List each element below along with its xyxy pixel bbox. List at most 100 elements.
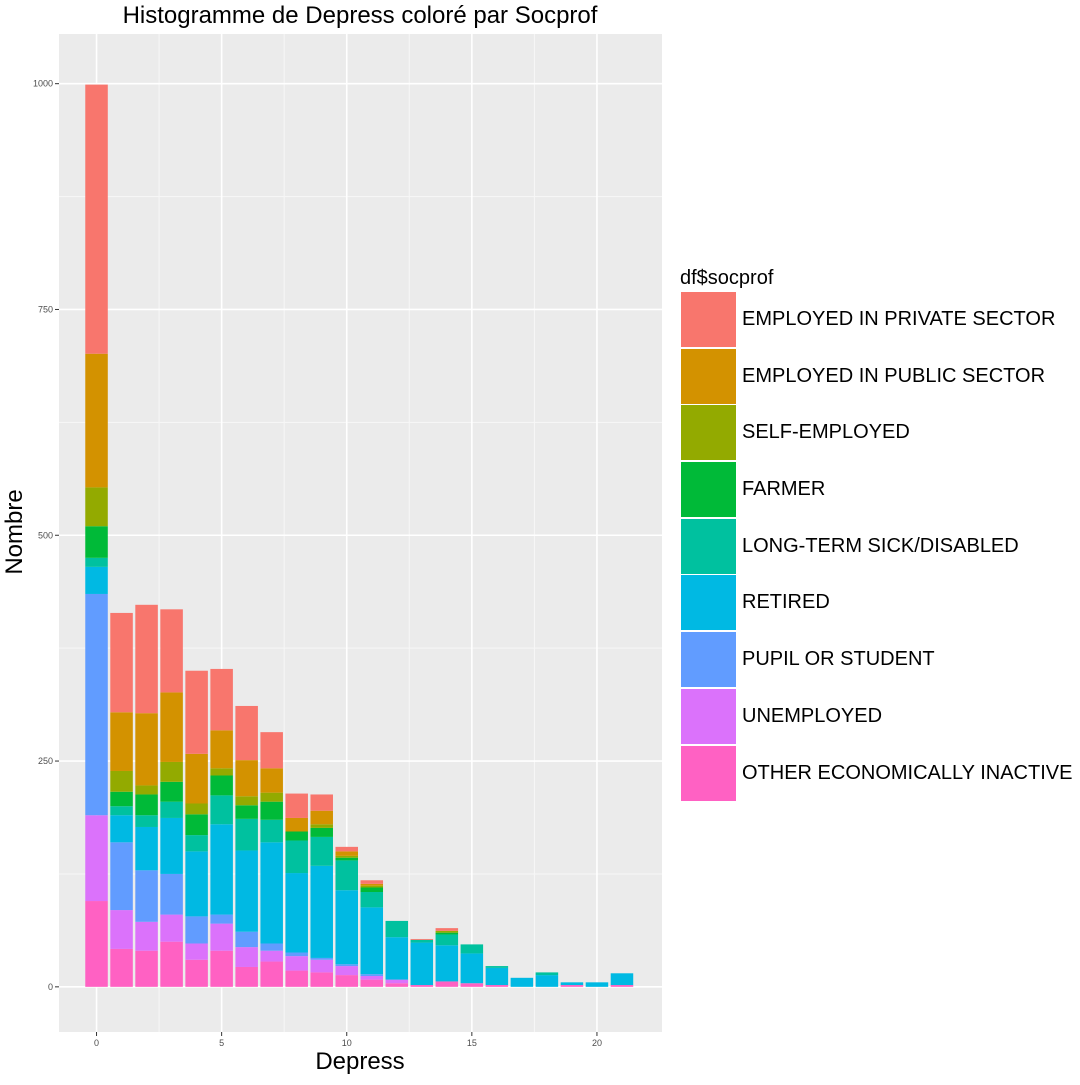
legend-item: SELF-EMPLOYED — [680, 405, 1076, 462]
legend-label: RETIRED — [742, 591, 830, 614]
bar-segment — [435, 930, 459, 933]
bar-segment — [185, 814, 208, 836]
bar-segment — [185, 753, 208, 804]
bar-segment — [335, 851, 358, 856]
legend-swatch — [681, 518, 736, 574]
bar-segment — [85, 566, 108, 594]
bar-segment — [360, 892, 384, 908]
bar-segment — [260, 961, 283, 987]
bar-segment — [435, 932, 459, 935]
bar-segment — [260, 732, 283, 769]
legend-item: OTHER ECONOMICALLY INACTIVE — [680, 745, 1076, 803]
bar-segment — [260, 819, 283, 843]
x-tick-label: 10 — [342, 1038, 352, 1048]
bar-segment — [110, 842, 133, 911]
bar-segment — [85, 353, 108, 488]
bar-segment — [135, 794, 158, 816]
bar-segment — [485, 966, 509, 968]
bar-segment — [360, 887, 384, 893]
bar-segment — [360, 976, 384, 980]
bar-segment — [110, 712, 133, 771]
bar-segment — [285, 873, 308, 953]
bar-segment — [185, 959, 208, 987]
bar-segment — [185, 803, 208, 815]
bar-segment — [435, 981, 459, 987]
bar-segment — [410, 938, 434, 940]
bar-segment — [285, 831, 308, 841]
bar-segment — [310, 865, 333, 958]
bar-segment — [260, 950, 283, 962]
legend-items: EMPLOYED IN PRIVATE SECTOR EMPLOYED IN PU… — [680, 292, 1076, 802]
bar-segment — [310, 836, 333, 866]
legend-item: UNEMPLOYED — [680, 688, 1076, 746]
bar-segment — [310, 957, 333, 960]
legend-label: EMPLOYED IN PUBLIC SECTOR — [742, 364, 1046, 387]
legend-item: EMPLOYED IN PRIVATE SECTOR — [680, 292, 1076, 349]
bar-segment — [260, 801, 283, 820]
bar-segment — [85, 901, 108, 987]
bar-segment — [160, 692, 183, 762]
bar-segment — [235, 818, 258, 851]
bar-segment — [385, 983, 409, 987]
bar-segment — [85, 84, 108, 354]
legend-swatch — [681, 745, 736, 801]
legend-label: LONG-TERM SICK/DISABLED — [742, 534, 1019, 557]
bar-segment — [210, 730, 233, 769]
bar-segment — [135, 785, 158, 795]
bar-segment — [160, 609, 183, 693]
bar-segment — [85, 815, 108, 902]
legend-label: SELF-EMPLOYED — [742, 421, 910, 444]
bar-segment — [310, 972, 333, 987]
bar-segment — [235, 966, 258, 987]
bar-segment — [135, 870, 158, 922]
bar-segment — [135, 604, 158, 714]
bar-segment — [210, 824, 233, 915]
legend-label: OTHER ECONOMICALLY INACTIVE — [742, 761, 1073, 784]
bar-segment — [160, 761, 183, 782]
bar-segment — [110, 791, 133, 807]
bar-segment — [185, 835, 208, 852]
bar-segment — [185, 851, 208, 917]
legend-item: EMPLOYED IN PUBLIC SECTOR — [680, 348, 1076, 406]
chart-title: Histogramme de Depress coloré par Socpro… — [123, 2, 598, 29]
y-tick-label: 750 — [38, 304, 53, 314]
legend: df$socprof EMPLOYED IN PRIVATE SECTOR EMP… — [680, 264, 1076, 802]
y-tick-label: 500 — [38, 530, 53, 540]
legend-swatch — [681, 348, 736, 404]
legend-swatch — [681, 405, 736, 461]
bar-segment — [360, 883, 384, 886]
bar-segment — [385, 937, 409, 980]
legend-swatch — [681, 688, 736, 744]
bar-segment — [110, 948, 133, 987]
bar-segment — [160, 914, 183, 942]
bar-segment — [235, 947, 258, 967]
x-tick-label: 15 — [467, 1038, 477, 1048]
bar-segment — [260, 768, 283, 793]
bar-segment — [110, 806, 133, 816]
bar-segment — [585, 982, 609, 987]
y-tick-label: 1000 — [33, 79, 53, 89]
bar-segment — [135, 826, 158, 871]
bar-segment — [235, 796, 258, 806]
y-tick-label: 0 — [48, 982, 53, 992]
bar-segment — [460, 983, 484, 987]
bar-segment — [210, 923, 233, 951]
bar-segment — [460, 953, 484, 984]
bar-segment — [335, 964, 358, 967]
legend-label: EMPLOYED IN PRIVATE SECTOR — [742, 308, 1056, 330]
bar-segment — [110, 612, 133, 713]
legend-item: LONG-TERM SICK/DISABLED — [680, 518, 1076, 576]
x-axis-label: Depress — [315, 1048, 404, 1075]
legend-item: PUPIL OR STUDENT — [680, 632, 1076, 689]
bar-segment — [410, 985, 434, 987]
bar-segment — [360, 907, 384, 975]
bar-segment — [235, 805, 258, 819]
bar-segment — [160, 873, 183, 915]
bar-segment — [435, 928, 459, 931]
bar-segment — [185, 670, 208, 754]
x-tick-label: 0 — [94, 1038, 99, 1048]
bar-segment — [185, 943, 208, 960]
y-tick-label: 250 — [38, 756, 53, 766]
bar-segment — [135, 815, 158, 827]
